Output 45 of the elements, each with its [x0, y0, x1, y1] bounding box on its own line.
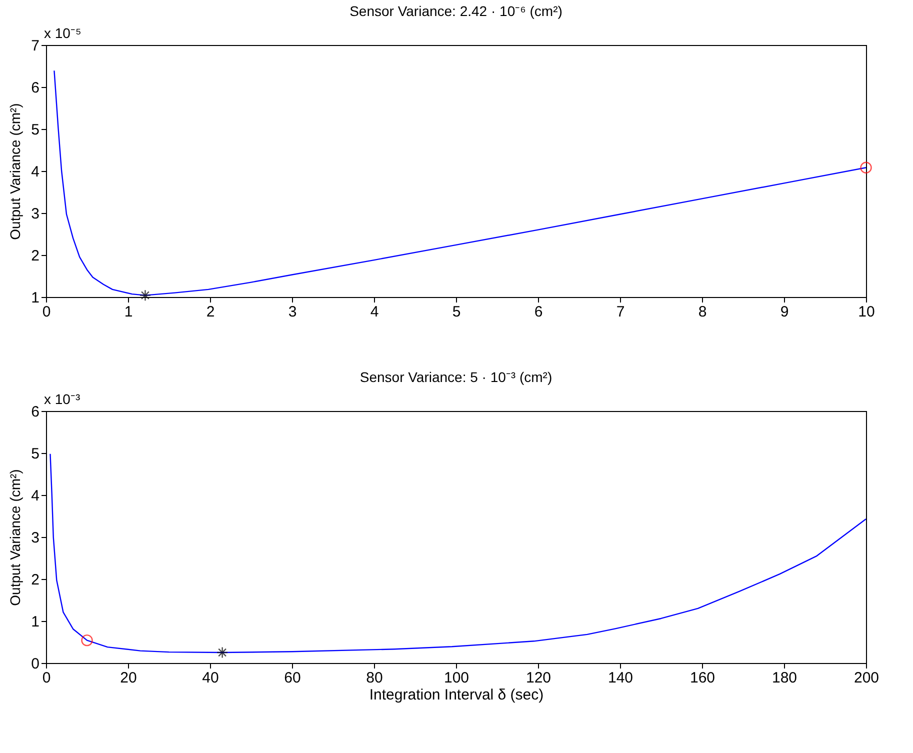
y-tick-label: 2: [31, 248, 40, 264]
x-tick-label: 160: [690, 670, 716, 686]
x-tick-label: 3: [288, 304, 297, 320]
line-series: [50, 453, 866, 654]
x-tick-label: 120: [526, 670, 552, 686]
y-tick-label: 5: [31, 122, 40, 138]
x-tick-label: 0: [42, 670, 51, 686]
y-axis-title: Output Variance (cm²): [7, 103, 24, 240]
y-axis-title: Output Variance (cm²): [7, 469, 24, 606]
x-tick-label: 7: [616, 304, 625, 320]
y-tick-label: 0: [31, 656, 40, 672]
y-tick-label: 3: [31, 530, 40, 546]
y-tick-label: 6: [31, 80, 40, 96]
x-tick-label: 200: [854, 670, 880, 686]
chart-title: Sensor Variance: 5 · 10⁻³ (cm²): [360, 369, 552, 385]
x-tick-label: 6: [534, 304, 543, 320]
chart-title: Sensor Variance: 2.42 · 10⁻⁶ (cm²): [350, 3, 562, 19]
x-tick-label: 9: [780, 304, 789, 320]
x-tick-label: 5: [452, 304, 461, 320]
x-tick-label: 0: [42, 304, 51, 320]
x-tick-label: 2: [206, 304, 215, 320]
y-tick-label: 2: [31, 572, 40, 588]
x-tick-label: 140: [608, 670, 634, 686]
x-tick-label: 4: [370, 304, 379, 320]
x-axis-title: Integration Interval δ (sec): [369, 686, 544, 704]
x-tick-label: 20: [120, 670, 137, 686]
y-tick-label: 5: [31, 446, 40, 462]
y-tick-label: 7: [31, 38, 40, 54]
x-tick-label: 40: [202, 670, 219, 686]
text: x 10⁻³: [44, 391, 80, 407]
x-tick-label: 1: [124, 304, 133, 320]
x-tick-label: 180: [772, 670, 798, 686]
x-tick-label: 10: [858, 304, 875, 320]
x-tick-label: 60: [284, 670, 301, 686]
y-tick-label: 4: [31, 488, 40, 504]
text: x 10⁻⁵: [44, 25, 82, 41]
x-tick-label: 8: [698, 304, 707, 320]
y-tick-label: 3: [31, 206, 40, 222]
x-tick-label: 80: [366, 670, 383, 686]
line-series: [54, 70, 866, 296]
y-tick-label: 4: [31, 164, 40, 180]
x-tick-label: 100: [444, 670, 470, 686]
y-tick-label: 1: [31, 614, 40, 630]
y-tick-label: 1: [31, 290, 40, 306]
y-tick-label: 6: [31, 404, 40, 420]
